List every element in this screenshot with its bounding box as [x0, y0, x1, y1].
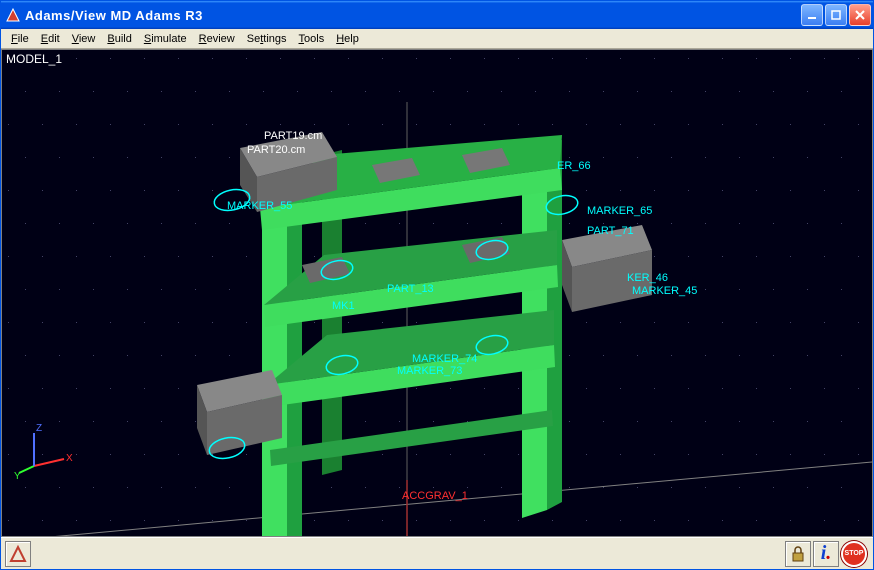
viewport-annotation: MARKER_65 — [587, 205, 652, 217]
app-window: Adams/View MD Adams R3 File Edit View Bu… — [0, 0, 874, 570]
viewport-annotation: MARKER_55 — [227, 200, 292, 212]
viewport-annotation: KER_46 — [627, 272, 668, 284]
menu-help[interactable]: Help — [330, 31, 365, 47]
viewport-annotation: ER_66 — [557, 160, 591, 172]
stop-button-label: STOP — [845, 550, 864, 557]
menu-view[interactable]: View — [66, 31, 102, 47]
lock-tool-button[interactable] — [785, 541, 811, 567]
select-tool-button[interactable] — [5, 541, 31, 567]
maximize-button[interactable] — [825, 4, 847, 26]
viewport-annotation: PART_71 — [587, 225, 634, 237]
axis-y-label: Y — [14, 471, 21, 481]
viewport[interactable]: MODEL_1 PART19.cm PART20.cm MARKER_55 MARKE… — [1, 49, 873, 537]
viewport-annotation: PART20.cm — [247, 144, 305, 156]
info-button[interactable]: i. — [813, 541, 839, 567]
viewport-annotation: MARKER_73 — [397, 365, 462, 377]
viewport-annotation: MARKER_45 — [632, 285, 697, 297]
app-icon — [5, 7, 21, 23]
viewport-annotation: MK1 — [332, 300, 355, 312]
window-title: Adams/View MD Adams R3 — [25, 8, 801, 23]
stop-button[interactable]: STOP — [841, 541, 867, 567]
viewport-annotation: MARKER_74 — [412, 353, 477, 365]
menu-build[interactable]: Build — [101, 31, 137, 47]
window-buttons — [801, 4, 871, 26]
menu-file[interactable]: File — [5, 31, 35, 47]
axis-z-label: Z — [36, 423, 42, 434]
viewport-annotation: ACCGRAV_1 — [402, 490, 468, 502]
axis-x-label: X — [66, 453, 73, 464]
viewport-annotation: PART19.cm — [264, 130, 322, 142]
menu-review[interactable]: Review — [193, 31, 241, 47]
minimize-button[interactable] — [801, 4, 823, 26]
menu-simulate[interactable]: Simulate — [138, 31, 193, 47]
close-button[interactable] — [849, 4, 871, 26]
model-geometry — [2, 50, 873, 537]
axis-triad: X Y Z — [14, 421, 74, 481]
menubar: File Edit View Build Simulate Review Set… — [1, 29, 873, 49]
viewport-annotation: PART_13 — [387, 283, 434, 295]
bottom-toolbar: i. STOP — [1, 537, 873, 569]
model-name-label: MODEL_1 — [6, 52, 62, 66]
titlebar[interactable]: Adams/View MD Adams R3 — [1, 1, 873, 29]
menu-tools[interactable]: Tools — [293, 31, 331, 47]
menu-edit[interactable]: Edit — [35, 31, 66, 47]
menu-settings[interactable]: Settings — [241, 31, 293, 47]
